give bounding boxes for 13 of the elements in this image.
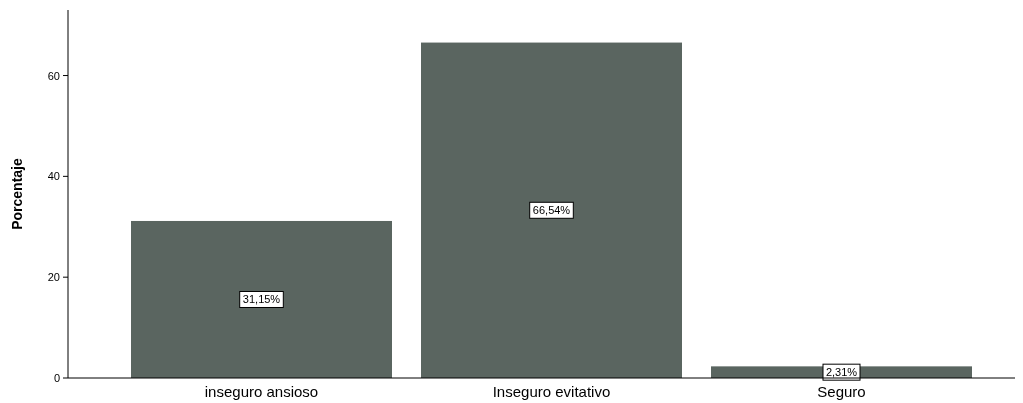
x-tick-label: Seguro	[817, 383, 866, 400]
data-label: 2,31%	[825, 366, 858, 379]
y-axis-title: Porcentaje	[9, 158, 25, 230]
x-tick-label: Inseguro evitativo	[492, 383, 611, 400]
y-tick-label: 40	[47, 170, 60, 183]
data-label: 31,15%	[242, 293, 281, 306]
y-tick-label: 0	[53, 372, 60, 384]
data-label: 66,54%	[532, 204, 571, 217]
y-tick-label: 60	[47, 69, 60, 82]
x-tick-label: inseguro ansioso	[204, 383, 319, 400]
bar	[131, 220, 392, 378]
bar	[421, 42, 682, 378]
y-tick-label: 20	[47, 271, 60, 284]
